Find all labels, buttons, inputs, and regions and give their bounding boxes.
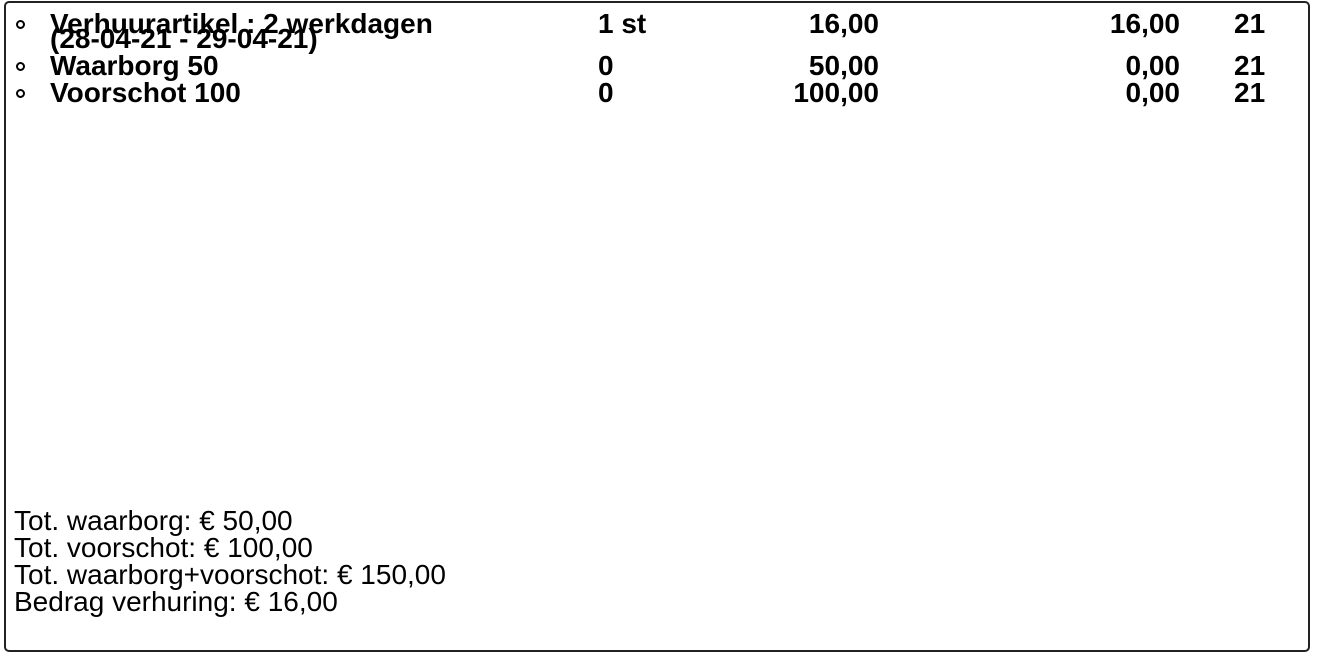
item-total: 0,00 [1125, 77, 1181, 108]
item-total: 16,00 [1109, 8, 1180, 39]
item-description-line1: Voorschot 100 [50, 77, 241, 108]
item-description-line2: (28-04-21 - 29-04-21) [50, 23, 318, 54]
item-vat: 21 [1234, 50, 1266, 81]
item-price: 100,00 [793, 77, 879, 108]
bullet-icon [16, 20, 25, 29]
item-description-line1: Waarborg 50 [50, 50, 219, 81]
item-quantity: 0 [598, 77, 614, 108]
amount-rental: Bedrag verhuring: € 16,00 [14, 586, 338, 617]
item-vat: 21 [1234, 77, 1266, 108]
total-waarborg-voorschot: Tot. waarborg+voorschot: € 150,00 [14, 559, 446, 590]
item-quantity: 0 [598, 50, 614, 81]
item-vat: 21 [1234, 8, 1266, 39]
document-frame [4, 1, 1310, 652]
list-item: Verhuurartikel : 2 werkdagen (28-04-21 -… [0, 10, 1319, 64]
bullet-icon [16, 62, 25, 71]
item-description: Voorschot 100 [50, 77, 580, 108]
total-waarborg: Tot. waarborg: € 50,00 [14, 505, 293, 536]
item-price: 16,00 [808, 8, 879, 39]
bullet-icon [16, 89, 25, 98]
item-price: 50,00 [808, 50, 879, 81]
item-list: Verhuurartikel : 2 werkdagen (28-04-21 -… [0, 10, 1319, 108]
list-item: Waarborg 50 0 50,00 0,00 21 [0, 50, 1319, 81]
item-description-line1: Verhuurartikel : 2 werkdagen [50, 8, 433, 39]
total-voorschot: Tot. voorschot: € 100,00 [14, 532, 313, 563]
item-quantity: 1 st [598, 8, 647, 39]
item-description: Waarborg 50 [50, 50, 580, 81]
list-item: Voorschot 100 0 100,00 0,00 21 [0, 77, 1319, 108]
totals-summary: Tot. waarborg: € 50,00 Tot. voorschot: €… [14, 505, 446, 617]
item-description: Verhuurartikel : 2 werkdagen (28-04-21 -… [50, 8, 580, 54]
item-total: 0,00 [1125, 50, 1181, 81]
